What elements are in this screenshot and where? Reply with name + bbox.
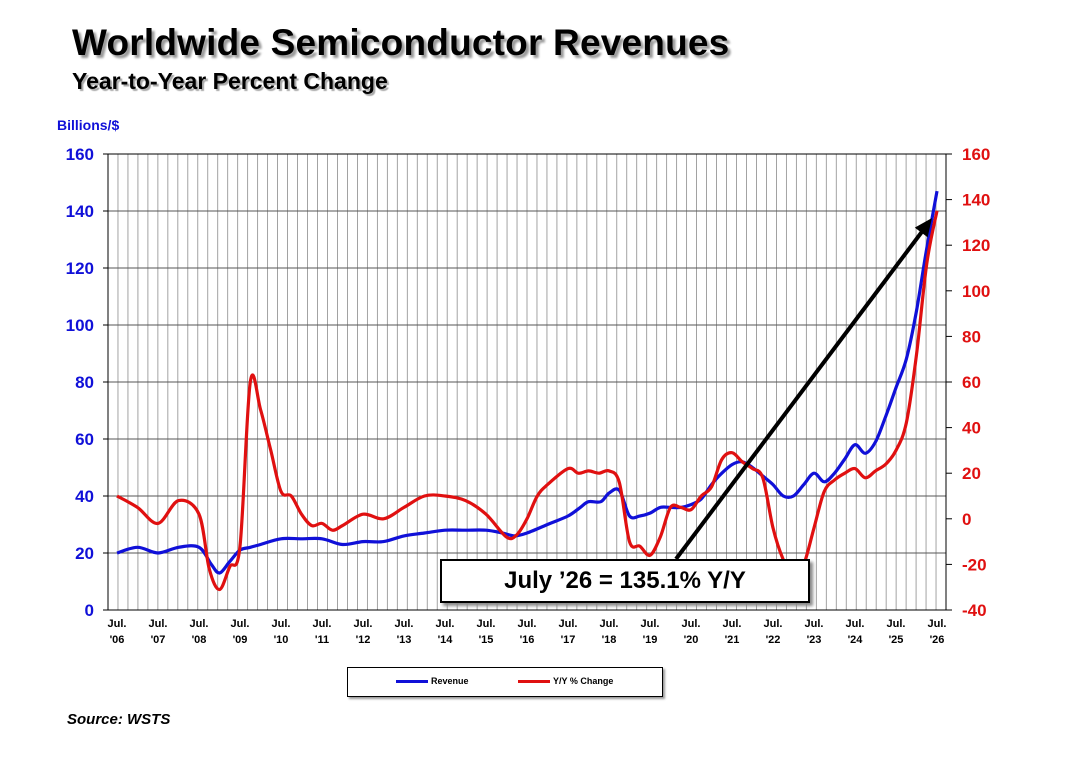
right-tick-label: 0: [962, 510, 971, 529]
legend-label-yoy: Y/Y % Change: [553, 676, 614, 686]
left-tick-label: 0: [85, 601, 94, 620]
annotation-arrow-shaft: [674, 227, 926, 561]
x-tick-label: '21: [725, 634, 740, 646]
annotation-arrow: [674, 218, 932, 561]
x-tick-label: Jul.: [887, 618, 906, 630]
x-tick-label: '18: [602, 634, 617, 646]
x-tick-label: '17: [561, 634, 576, 646]
x-tick-label: '25: [889, 634, 904, 646]
right-tick-label: -40: [962, 601, 987, 620]
x-tick-label: '11: [315, 634, 329, 646]
x-tick-label: '20: [684, 634, 699, 646]
x-tick-label: Jul.: [149, 618, 168, 630]
x-tick-label: '09: [233, 634, 248, 646]
x-tick-label: '06: [110, 634, 125, 646]
left-axis-ticks: 0 20 40 60 80 100 120 140 160: [66, 145, 108, 620]
x-tick-label: '23: [807, 634, 822, 646]
x-tick-label: Jul.: [928, 618, 947, 630]
right-tick-label: 60: [962, 373, 981, 392]
left-tick-label: 140: [66, 202, 94, 221]
left-tick-label: 60: [75, 430, 94, 449]
x-tick-label: '19: [643, 634, 658, 646]
legend-item-yoy: Y/Y % Change: [518, 676, 613, 686]
left-tick-label: 160: [66, 145, 94, 164]
legend-label-revenue: Revenue: [431, 676, 469, 686]
x-tick-label: '15: [479, 634, 494, 646]
x-tick-label: Jul.: [805, 618, 824, 630]
x-tick-label: Jul.: [313, 618, 332, 630]
right-tick-label: 100: [962, 282, 990, 301]
left-tick-label: 100: [66, 316, 94, 335]
x-tick-label: '08: [192, 634, 207, 646]
x-tick-label: '14: [438, 634, 454, 646]
right-tick-label: 160: [962, 145, 990, 164]
x-tick-label: Jul.: [354, 618, 373, 630]
left-tick-label: 80: [75, 373, 94, 392]
x-tick-label: Jul.: [395, 618, 414, 630]
chart-title: Worldwide Semiconductor Revenues: [72, 22, 730, 63]
x-tick-label: Jul.: [641, 618, 660, 630]
x-tick-label: '12: [356, 634, 371, 646]
x-tick-label: Jul.: [272, 618, 291, 630]
x-tick-label: '22: [766, 634, 781, 646]
x-tick-label: Jul.: [846, 618, 865, 630]
x-tick-label: Jul.: [108, 618, 127, 630]
x-tick-label: '26: [930, 634, 945, 646]
annotation-box: July ’26 = 135.1% Y/Y: [440, 559, 810, 603]
annotation-arrow-head: [914, 218, 932, 238]
legend-swatch-yoy: [518, 679, 550, 683]
x-tick-label: '13: [397, 634, 412, 646]
x-tick-label: Jul.: [600, 618, 619, 630]
right-tick-label: 120: [962, 236, 990, 255]
x-tick-label: Jul.: [764, 618, 783, 630]
legend-swatch-revenue: [396, 679, 428, 683]
right-axis-ticks: -40 -20 0 20 40 60 80 100 120 140 160: [946, 145, 990, 620]
revenue-series-line: [116, 190, 939, 575]
x-tick-label: Jul.: [518, 618, 537, 630]
x-tick-label: Jul.: [436, 618, 455, 630]
x-tick-label: Jul.: [477, 618, 496, 630]
grid-lines: [107, 153, 946, 611]
left-tick-label: 20: [75, 544, 94, 563]
x-tick-label: Jul.: [231, 618, 250, 630]
right-tick-label: 40: [962, 419, 981, 438]
x-tick-label: '10: [274, 634, 289, 646]
x-tick-label: '07: [151, 634, 166, 646]
right-tick-label: -20: [962, 555, 987, 574]
x-tick-label: Jul.: [190, 618, 209, 630]
series-lines: [116, 190, 939, 592]
yoy-series-line: [116, 210, 939, 592]
x-tick-label: Jul.: [559, 618, 578, 630]
left-tick-label: 40: [75, 487, 94, 506]
right-tick-label: 80: [962, 327, 981, 346]
x-tick-label: Jul.: [682, 618, 701, 630]
x-tick-label: '16: [520, 634, 535, 646]
right-tick-label: 140: [962, 191, 990, 210]
chart-subtitle: Year-to-Year Percent Change: [72, 68, 388, 94]
right-tick-label: 20: [962, 464, 981, 483]
x-tick-label: '24: [848, 634, 864, 646]
left-tick-label: 120: [66, 259, 94, 278]
source-note: Source: WSTS: [67, 711, 171, 728]
x-axis-ticks: Jul. '06 Jul. '07 Jul. '08 Jul. '09 Jul. '10 Jul. '…: [108, 618, 947, 646]
y-axis-unit-label: Billions/$: [57, 117, 120, 133]
x-tick-label: Jul.: [723, 618, 742, 630]
legend-item-revenue: Revenue: [396, 676, 469, 686]
legend: Revenue Y/Y % Change: [347, 667, 663, 697]
